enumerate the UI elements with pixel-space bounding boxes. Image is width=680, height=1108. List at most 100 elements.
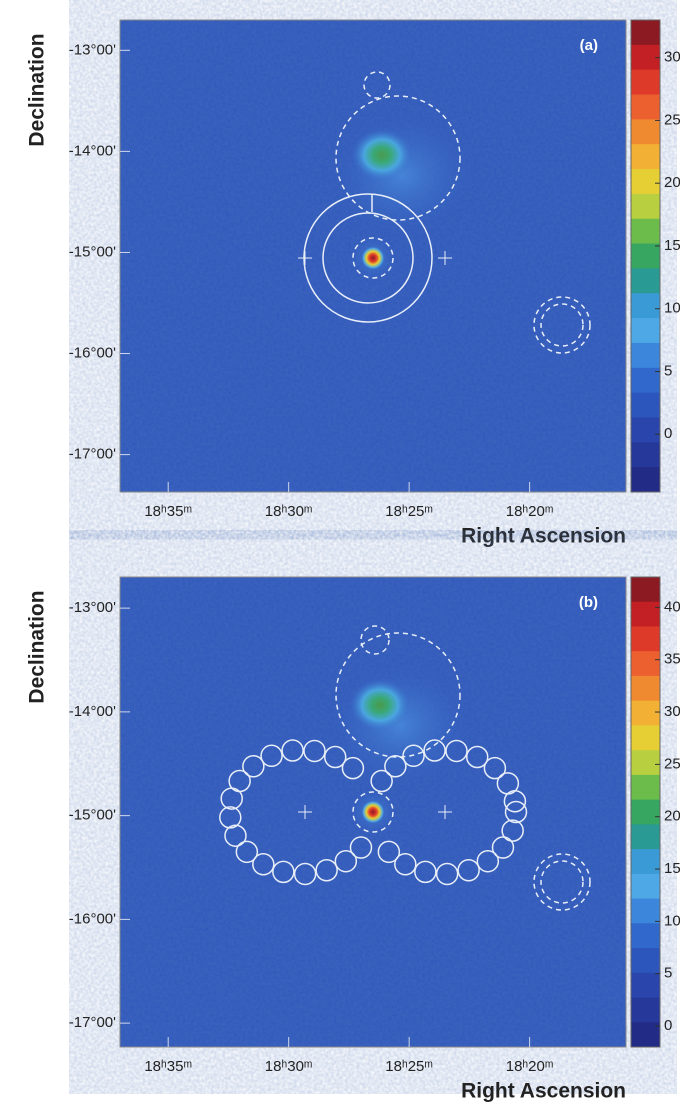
x-tick-label: 18ʰ30ᵐ — [265, 503, 313, 520]
colorbar-band — [631, 367, 660, 394]
extended-source — [352, 129, 412, 181]
colorbar-band — [631, 725, 660, 751]
off-region — [341, 756, 365, 780]
colorbar-band — [631, 577, 660, 603]
colorbar-band — [631, 342, 660, 369]
x-tick-label: 18ʰ20ᵐ — [506, 503, 554, 520]
off-region — [402, 744, 425, 768]
x-tick-label: 18ʰ25ᵐ — [385, 503, 433, 520]
off-region — [504, 800, 528, 824]
y-axis-title: Declination — [26, 590, 49, 703]
colorbar-frame — [630, 19, 661, 493]
colorbar-band — [631, 750, 660, 776]
off-region — [491, 836, 515, 859]
colorbar-tick-label: 15 — [664, 860, 680, 877]
colorbar-band — [631, 467, 660, 493]
y-axis-title: Declination — [26, 33, 49, 146]
colorbar-band — [631, 972, 660, 999]
colorbar-band — [631, 318, 660, 344]
colorbar-band — [631, 268, 660, 294]
colorbar-tick-label: 40 — [664, 598, 680, 615]
off-region — [483, 756, 507, 780]
off-region — [272, 860, 295, 884]
y-tick-label: -16°00' — [69, 910, 116, 927]
colorbar-tick-label: 20 — [664, 808, 680, 825]
region — [540, 303, 584, 347]
off-region — [370, 769, 393, 793]
off-region — [219, 806, 242, 829]
off-region — [394, 853, 417, 876]
off-region — [384, 755, 407, 778]
colorbar-band — [631, 675, 660, 702]
off-region — [465, 745, 489, 769]
cross — [298, 805, 312, 819]
panel-label: (a) — [580, 37, 598, 54]
off-region — [315, 859, 338, 882]
colorbar-tick-label: 5 — [664, 362, 672, 379]
off-region — [503, 789, 527, 813]
x-axis-title: Right Ascension — [461, 1080, 626, 1103]
y-tick-label: -16°00' — [69, 345, 116, 362]
colorbar-tick-label: 10 — [664, 912, 680, 929]
colorbar-band — [631, 69, 660, 96]
y-tick-label: -15°00' — [69, 807, 116, 824]
y-tick-label: -13°00' — [69, 41, 116, 58]
colorbar-band — [631, 948, 660, 974]
point-source — [361, 246, 385, 270]
region — [352, 791, 394, 833]
off-region — [457, 859, 480, 882]
off-region — [235, 840, 259, 864]
colorbar-band — [631, 20, 660, 46]
colorbar-tick-label: 5 — [664, 965, 672, 982]
region — [540, 860, 584, 904]
colorbar-tick-label: 30 — [664, 49, 680, 66]
region — [533, 296, 591, 354]
off-region — [334, 849, 358, 873]
colorbar-band — [631, 700, 660, 726]
y-tick-label: -13°00' — [69, 599, 116, 616]
colorbar-band — [631, 774, 660, 801]
colorbar-band — [631, 923, 660, 949]
off-region — [281, 739, 304, 762]
off-region — [260, 744, 283, 768]
colorbar-tick-label: 15 — [664, 237, 680, 254]
off-region — [349, 836, 373, 859]
region — [335, 95, 461, 221]
colorbar-band — [631, 442, 660, 468]
x-tick-label: 18ʰ35ᵐ — [144, 503, 192, 520]
off-region — [377, 840, 401, 864]
colorbar-tick-label: 25 — [664, 755, 680, 772]
off-region — [501, 819, 524, 842]
off-region — [242, 755, 265, 778]
off-region — [423, 739, 446, 762]
colorbar-band — [631, 144, 660, 170]
region — [352, 237, 394, 279]
colorbar-tick-label: 30 — [664, 703, 680, 720]
plot-frame — [119, 19, 627, 493]
off-region — [303, 739, 326, 763]
cross — [298, 251, 312, 265]
cross — [438, 805, 452, 819]
off-region — [435, 862, 459, 886]
sky-map — [119, 576, 627, 1048]
ring — [322, 212, 414, 304]
colorbar-band — [631, 997, 660, 1023]
x-axis-title: Right Ascension — [461, 525, 626, 548]
colorbar-band — [631, 898, 660, 924]
x-tick-label: 18ʰ30ᵐ — [265, 1058, 313, 1075]
colorbar-tick-label: 0 — [664, 425, 672, 442]
colorbar-tick-label: 0 — [664, 1017, 672, 1034]
colorbar-frame — [630, 576, 661, 1048]
y-tick-label: -14°00' — [69, 142, 116, 159]
x-tick-label: 18ʰ35ᵐ — [144, 1058, 192, 1075]
panel-label: (b) — [579, 594, 598, 611]
y-tick-label: -17°00' — [69, 1014, 116, 1031]
off-region — [224, 824, 247, 847]
colorbar-band — [631, 193, 660, 220]
extended-source — [350, 679, 410, 731]
colorbar-band — [631, 651, 660, 677]
region — [360, 625, 390, 655]
colorbar-band — [631, 119, 660, 145]
off-region — [252, 853, 275, 876]
